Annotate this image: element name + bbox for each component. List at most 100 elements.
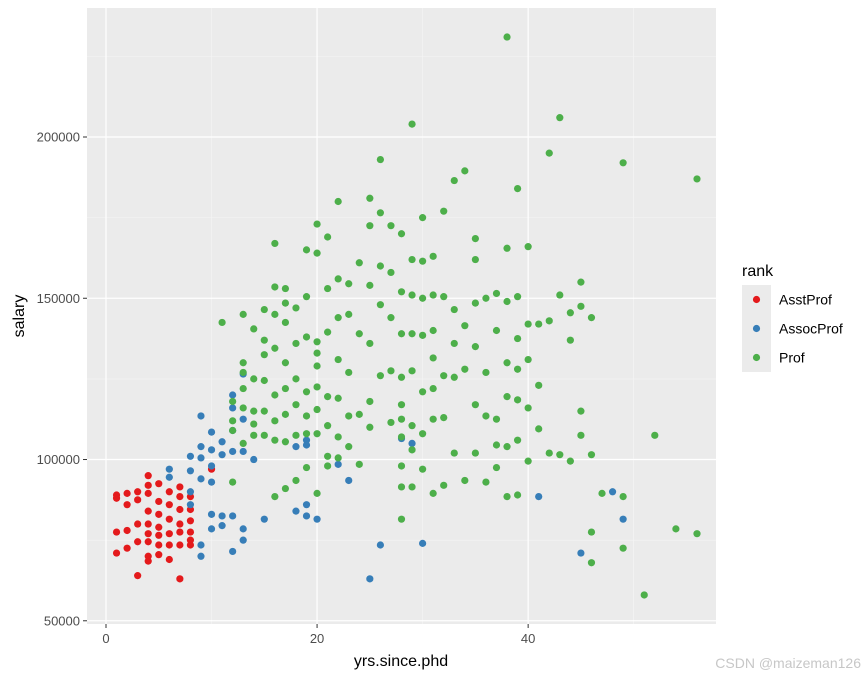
- point-assocprof: [302, 441, 311, 449]
- point-assocprof: [218, 522, 226, 530]
- point-assocprof: [302, 501, 311, 509]
- point-prof: [440, 207, 448, 215]
- point-asstprof: [155, 510, 163, 518]
- point-prof: [292, 339, 300, 348]
- y-tick-label: 150000: [37, 291, 80, 306]
- point-assocprof: [207, 462, 216, 470]
- point-prof: [450, 305, 458, 314]
- legend-label-assocprof: AssocProf: [779, 321, 843, 337]
- point-asstprof: [186, 517, 195, 525]
- point-prof: [440, 293, 448, 301]
- point-prof: [566, 309, 574, 317]
- point-assocprof: [207, 446, 216, 454]
- point-prof: [250, 375, 258, 383]
- point-prof: [281, 284, 290, 293]
- point-assocprof: [197, 541, 205, 549]
- point-prof: [302, 430, 311, 438]
- point-prof: [229, 426, 237, 435]
- point-assocprof: [207, 428, 216, 436]
- point-assocprof: [186, 488, 195, 496]
- point-prof: [429, 326, 437, 335]
- point-prof: [619, 544, 627, 552]
- point-prof: [419, 214, 427, 222]
- point-prof: [461, 167, 469, 175]
- point-prof: [471, 234, 479, 243]
- point-asstprof: [112, 528, 121, 536]
- point-prof: [440, 481, 448, 489]
- y-tick-label: 100000: [37, 452, 80, 467]
- point-prof: [324, 328, 332, 336]
- point-prof: [397, 515, 406, 523]
- point-prof: [419, 331, 427, 339]
- point-assocprof: [376, 541, 384, 549]
- point-prof: [239, 310, 247, 318]
- point-prof: [281, 438, 290, 446]
- x-tick-label: 0: [102, 631, 109, 646]
- point-assocprof: [250, 455, 258, 464]
- x-tick-label: 20: [310, 631, 324, 646]
- point-prof: [345, 280, 353, 288]
- point-asstprof: [155, 480, 163, 488]
- point-prof: [397, 415, 406, 423]
- point-asstprof: [134, 520, 142, 528]
- point-prof: [229, 417, 237, 425]
- point-prof: [408, 483, 416, 491]
- point-prof: [292, 401, 300, 409]
- point-prof: [513, 436, 522, 444]
- point-assocprof: [366, 575, 374, 583]
- point-prof: [387, 222, 395, 230]
- point-asstprof: [123, 544, 131, 552]
- point-prof: [693, 530, 701, 538]
- point-assocprof: [535, 493, 543, 501]
- point-assocprof: [292, 443, 300, 451]
- point-prof: [492, 289, 501, 298]
- point-asstprof: [144, 472, 152, 480]
- point-asstprof: [176, 528, 184, 536]
- point-prof: [566, 457, 574, 465]
- point-prof: [260, 407, 268, 415]
- point-prof: [651, 431, 659, 439]
- point-prof: [302, 333, 311, 341]
- point-prof: [250, 420, 258, 428]
- point-assocprof: [186, 452, 195, 460]
- point-prof: [524, 320, 532, 328]
- point-prof: [313, 349, 321, 357]
- point-prof: [324, 393, 332, 401]
- point-prof: [281, 299, 290, 307]
- point-prof: [492, 326, 501, 335]
- point-prof: [503, 443, 511, 451]
- point-asstprof: [165, 530, 173, 538]
- point-prof: [545, 449, 553, 457]
- point-prof: [218, 318, 226, 327]
- point-prof: [302, 463, 311, 472]
- point-prof: [271, 310, 279, 318]
- point-prof: [366, 281, 374, 289]
- point-assocprof: [186, 501, 195, 509]
- point-prof: [429, 384, 437, 393]
- point-prof: [587, 559, 596, 567]
- point-prof: [471, 401, 479, 409]
- point-asstprof: [144, 489, 152, 497]
- point-prof: [545, 149, 553, 157]
- point-prof: [376, 155, 384, 164]
- y-tick-label: 200000: [37, 130, 80, 145]
- point-prof: [387, 418, 395, 427]
- point-prof: [492, 463, 501, 472]
- point-prof: [324, 462, 332, 470]
- point-prof: [250, 325, 258, 333]
- point-prof: [524, 355, 532, 364]
- point-prof: [482, 478, 490, 486]
- point-prof: [260, 336, 268, 344]
- point-assocprof: [218, 512, 226, 520]
- point-prof: [313, 362, 321, 370]
- point-assocprof: [186, 467, 195, 475]
- point-assocprof: [239, 525, 247, 533]
- point-prof: [461, 365, 469, 373]
- point-prof: [302, 412, 311, 420]
- point-prof: [260, 431, 268, 439]
- point-prof: [503, 393, 511, 401]
- point-prof: [345, 412, 353, 420]
- point-prof: [535, 381, 543, 389]
- point-prof: [397, 330, 406, 338]
